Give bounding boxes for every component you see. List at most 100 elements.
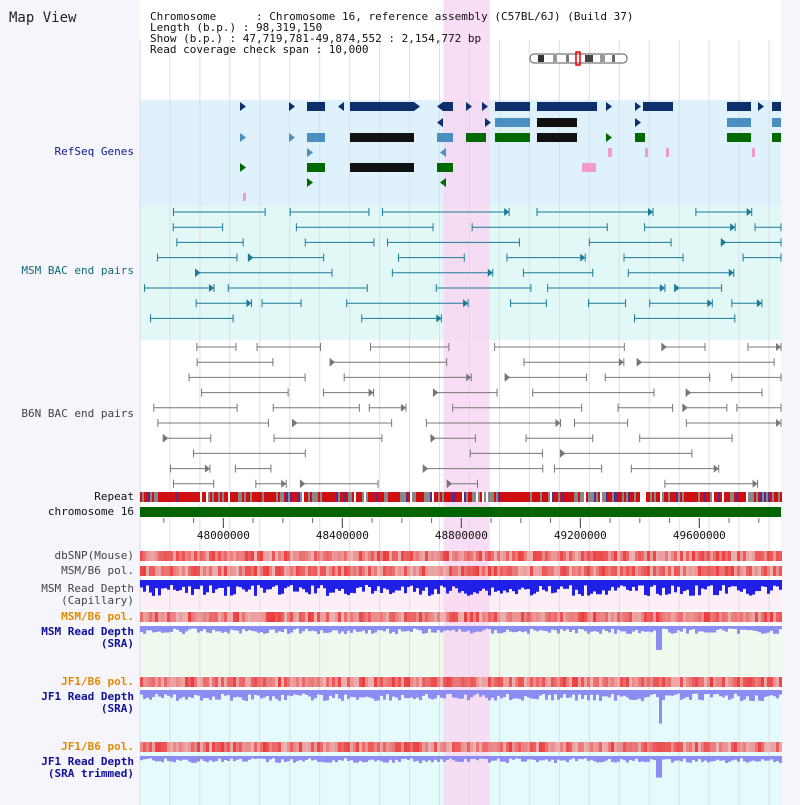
dbsnp-track-label[interactable]: dbSNP(Mouse)	[54, 549, 134, 562]
msm-pol2-cell	[731, 612, 734, 622]
b6n-bac-pair-arrow	[330, 358, 336, 367]
repeat-element	[388, 492, 390, 502]
msm-pol2-cell	[386, 612, 389, 622]
repeat-track-label[interactable]: Repeat	[94, 490, 134, 503]
msm-depth-capillary-label[interactable]: MSM Read Depth (Capillary)	[4, 583, 134, 607]
jf1-pol2-cell	[677, 742, 680, 752]
repeat-element	[442, 492, 444, 502]
msm-pol-cell	[608, 566, 611, 576]
refseq-track-label[interactable]: RefSeq Genes	[54, 145, 134, 158]
ideogram-band	[553, 55, 557, 62]
msm-capillary-depth-bar	[257, 580, 260, 586]
jf1-trimmed-depth-bar	[734, 756, 737, 760]
msm-depth-sra-label[interactable]: MSM Read Depth (SRA)	[4, 626, 134, 650]
b6n-bac-track-label[interactable]: B6N BAC end pairs	[21, 407, 134, 420]
jf1-trimmed-depth-bar	[401, 756, 404, 760]
jf1-sra-depth-bar	[203, 690, 206, 699]
jf1-pol2-cell	[512, 742, 515, 752]
jf1-pol2-track-label[interactable]: JF1/B6 pol.	[61, 740, 134, 753]
repeat-element	[358, 492, 360, 502]
repeat-element	[694, 492, 696, 502]
repeat-element	[172, 492, 174, 502]
jf1-sra-depth-bar	[179, 690, 182, 699]
jf1-depth-sra-line1: JF1 Read Depth	[41, 690, 134, 703]
jf1-pol2-cell	[140, 742, 143, 752]
msm-pol-cell	[413, 566, 416, 576]
repeat-element	[410, 492, 412, 502]
msm-sra-depth-bar	[344, 626, 347, 634]
msm-pol-cell	[401, 566, 404, 576]
jf1-pol-cell	[266, 677, 269, 687]
dbsnp-cell	[608, 551, 611, 561]
jf1-pol-track-label[interactable]: JF1/B6 pol.	[61, 675, 134, 688]
jf1-trimmed-depth-bar	[668, 756, 671, 760]
msm-pol2-cell	[590, 612, 593, 622]
repeat-element	[688, 492, 690, 502]
msm-pol2-cell	[392, 612, 395, 622]
msm-capillary-depth-bar	[680, 580, 683, 595]
jf1-sra-depth-bar	[503, 690, 506, 698]
jf1-pol-cell	[434, 677, 437, 687]
msm-sra-depth-bar	[713, 626, 716, 633]
msm-sra-depth-bar	[638, 626, 641, 634]
msm-pol2-cell	[740, 612, 743, 622]
jf1-trimmed-depth-bar	[605, 756, 608, 761]
jf1-pol-cell	[665, 677, 668, 687]
jf1-pol-cell	[572, 677, 575, 687]
msm-pol2-cell	[485, 612, 488, 622]
repeat-element	[198, 492, 200, 502]
msm-capillary-depth-bar	[407, 580, 410, 588]
jf1-trimmed-depth-bar	[458, 756, 461, 762]
repeat-element	[526, 492, 528, 502]
chromosome-track-label[interactable]: chromosome 16	[47, 505, 134, 518]
jf1-sra-depth-bar	[650, 690, 653, 695]
msm-pol2-cell	[191, 612, 194, 622]
msm-capillary-depth-bar	[746, 580, 749, 594]
dbsnp-cell	[377, 551, 380, 561]
jf1-trimmed-depth-bar	[554, 756, 557, 764]
msm-pol2-cell	[224, 612, 227, 622]
jf1-pol2-cell	[491, 742, 494, 752]
jf1-trimmed-depth-bar	[284, 756, 287, 763]
msm-capillary-depth-bar	[626, 580, 629, 590]
msm-sra-depth-bar	[602, 626, 605, 630]
repeat-element	[568, 492, 570, 502]
jf1-depth-sra-label[interactable]: JF1 Read Depth (SRA)	[4, 691, 134, 715]
msm-pol2-cell	[233, 612, 236, 622]
msm-pol2-cell	[449, 612, 452, 622]
jf1-depth-trimmed-label[interactable]: JF1 Read Depth (SRA trimmed)	[4, 756, 134, 780]
msm-sra-depth-bar	[239, 626, 242, 634]
msm-capillary-depth-bar	[713, 580, 716, 596]
jf1-sra-depth-bar	[251, 690, 254, 700]
dbsnp-cell	[599, 551, 602, 561]
jf1-pol2-cell	[707, 742, 710, 752]
jf1-pol2-cell	[485, 742, 488, 752]
msm-pol-track-label[interactable]: MSM/B6 pol.	[61, 564, 134, 577]
jf1-pol-cell	[179, 677, 182, 687]
msm-pol2-track-label[interactable]: MSM/B6 pol.	[61, 610, 134, 623]
repeat-element	[194, 492, 196, 502]
jf1-trimmed-depth-bar	[368, 756, 371, 761]
msm-capillary-depth-bar	[482, 580, 485, 589]
repeat-element	[206, 492, 208, 502]
jf1-pol-cell	[542, 677, 545, 687]
msm-bac-track-label[interactable]: MSM BAC end pairs	[21, 264, 134, 277]
jf1-pol2-cell	[164, 742, 167, 752]
jf1-sra-depth-bar	[422, 690, 425, 696]
msm-sra-depth-bar	[413, 626, 416, 629]
jf1-pol2-cell	[731, 742, 734, 752]
jf1-sra-depth-bar	[359, 690, 362, 698]
dbsnp-cell	[530, 551, 533, 561]
repeat-element	[426, 492, 428, 502]
dbsnp-cell	[707, 551, 710, 561]
gene-block	[537, 102, 597, 111]
jf1-pol2-cell	[197, 742, 200, 752]
msm-capillary-depth-bar	[536, 580, 539, 592]
jf1-pol2-cell	[302, 742, 305, 752]
msm-pol2-cell	[758, 612, 761, 622]
repeat-element	[142, 492, 144, 502]
msm-pol2-cell	[635, 612, 638, 622]
msm-capillary-depth-bar	[248, 580, 251, 590]
repeat-element	[302, 492, 304, 502]
dbsnp-cell	[164, 551, 167, 561]
